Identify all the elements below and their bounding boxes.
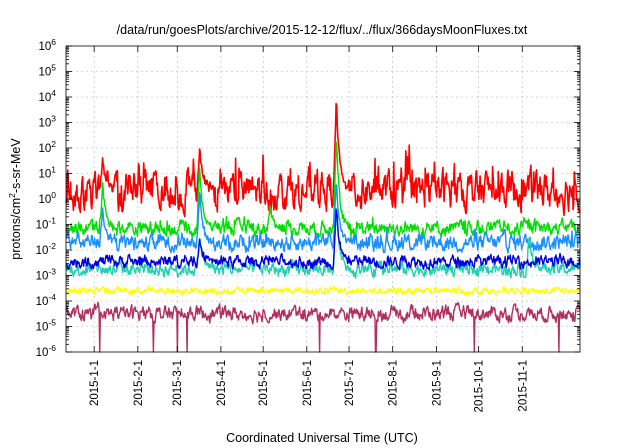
x-tick-label: 2015-5-1 xyxy=(258,360,270,406)
y-axis-label: protons/cm2-s-sr-MeV xyxy=(7,138,23,260)
series-line-3 xyxy=(65,184,581,254)
y-tick-label-base: 10 xyxy=(36,220,49,232)
y-tick-label-base: 10 xyxy=(38,169,51,181)
y-tick-label-exponent: -1 xyxy=(48,216,56,226)
y-tick-label-base: 10 xyxy=(36,347,49,359)
y-tick-label: 10-2 xyxy=(36,241,57,257)
y-tick-label-exponent: -5 xyxy=(48,318,56,328)
x-tick-label: 2015-3-1 xyxy=(172,360,184,406)
x-tick-label: 2015-8-1 xyxy=(388,360,400,406)
y-tick-label: 10-1 xyxy=(36,216,57,232)
x-tick-label: 2015-4-1 xyxy=(216,360,228,406)
x-tick-label: 2015-2-1 xyxy=(133,360,145,406)
x-tick-label: 2015-9-1 xyxy=(431,360,443,406)
y-tick-label-base: 10 xyxy=(38,92,51,104)
grid xyxy=(66,46,580,352)
y-tick-label-exponent: 3 xyxy=(51,114,56,124)
x-tick-label: 2015-7-1 xyxy=(344,360,356,406)
axes: 10-610-510-410-310-210-11001011021031041… xyxy=(36,37,580,412)
y-axis-label-part-1: protons/cm xyxy=(9,198,23,260)
y-tick-label-base: 10 xyxy=(36,245,49,257)
x-axis-label: Coordinated Universal Time (UTC) xyxy=(226,431,418,445)
y-tick-label: 10-6 xyxy=(36,343,57,359)
x-tick-label: 2015-10-1 xyxy=(474,360,486,412)
y-tick-label-exponent: 4 xyxy=(51,88,56,98)
y-tick-label: 102 xyxy=(38,139,56,155)
y-tick-label: 100 xyxy=(38,190,56,206)
y-tick-label-base: 10 xyxy=(38,67,51,79)
y-tick-label-exponent: -2 xyxy=(48,241,56,251)
y-tick-label: 10-3 xyxy=(36,267,57,283)
y-axis-label-superscript: 2 xyxy=(7,193,17,198)
y-tick-label-base: 10 xyxy=(38,143,51,155)
y-tick-label-base: 10 xyxy=(36,322,49,334)
y-tick-label-exponent: 1 xyxy=(51,165,56,175)
y-tick-label-exponent: 6 xyxy=(51,37,56,47)
y-tick-label-base: 10 xyxy=(36,296,49,308)
y-tick-label-exponent: -6 xyxy=(48,343,56,353)
y-tick-label-exponent: -4 xyxy=(48,292,56,302)
y-tick-label: 10-5 xyxy=(36,318,57,334)
series-line-1 xyxy=(65,102,581,218)
y-tick-label: 106 xyxy=(38,37,56,53)
y-tick-label-exponent: 2 xyxy=(51,139,56,149)
y-tick-label: 10-4 xyxy=(36,292,57,308)
y-tick-label: 104 xyxy=(38,88,56,104)
y-tick-label-base: 10 xyxy=(38,41,51,53)
series-line-5 xyxy=(65,208,581,271)
y-tick-label-base: 10 xyxy=(38,118,51,130)
series-line-7 xyxy=(65,301,581,353)
y-tick-label-exponent: 5 xyxy=(51,63,56,73)
y-tick-label-base: 10 xyxy=(36,271,49,283)
chart-title: /data/run/goesPlots/archive/2015-12-12/f… xyxy=(117,23,528,37)
y-tick-label-exponent: -3 xyxy=(48,267,56,277)
y-tick-label-base: 10 xyxy=(38,194,51,206)
y-tick-label-exponent: 0 xyxy=(51,190,56,200)
x-tick-label: 2015-6-1 xyxy=(302,360,314,406)
y-tick-label: 105 xyxy=(38,63,56,79)
y-axis-label-part-2: -s-sr-MeV xyxy=(9,138,23,194)
series-line-6 xyxy=(65,285,581,296)
x-tick-label: 2015-11-1 xyxy=(517,360,529,412)
y-tick-label: 103 xyxy=(38,114,56,130)
series-group xyxy=(65,102,581,353)
x-tick-label: 2015-1-1 xyxy=(89,360,101,406)
y-tick-label: 101 xyxy=(38,165,56,181)
